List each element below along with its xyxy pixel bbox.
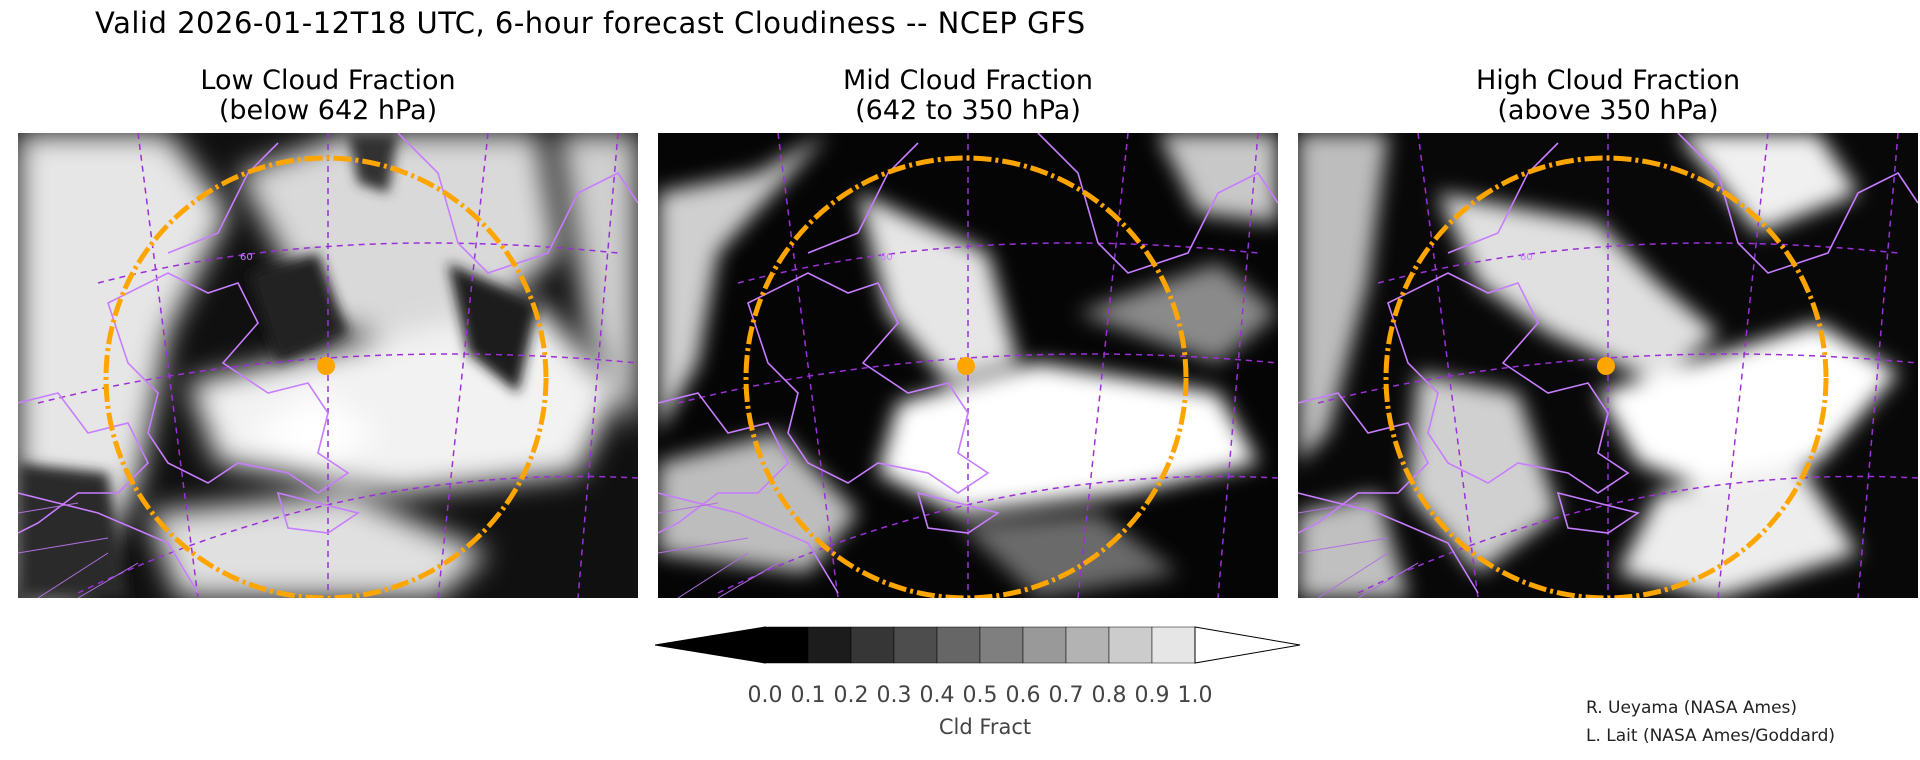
colorbar-swatch (807, 626, 852, 664)
colorbar-tick-label: 0.8 (1091, 683, 1127, 708)
panel-title-line1: High Cloud Fraction (1475, 65, 1741, 96)
colorbar-swatch (1151, 626, 1196, 664)
colorbar-min-arrow (654, 626, 766, 664)
colorbar-swatch (979, 626, 1024, 664)
lat-label: 60 (240, 252, 253, 263)
lat-label: 60 (880, 252, 893, 263)
colorbar-tick-label: 0.1 (790, 683, 826, 708)
colorbar-tick-label: 0.9 (1134, 683, 1170, 708)
colorbar-tick-label: 0.5 (962, 683, 998, 708)
map-mid-cloud: 60 (658, 133, 1278, 598)
colorbar (654, 625, 1305, 669)
colorbar-tick-label: 0.0 (747, 683, 783, 708)
colorbar-tick-label: 0.2 (833, 683, 869, 708)
main-title: Valid 2026-01-12T18 UTC, 6-hour forecast… (95, 6, 1086, 40)
map-high-cloud: 60 (1298, 133, 1918, 598)
panel-title-line1: Low Cloud Fraction (200, 65, 456, 96)
colorbar-max-arrow (1194, 626, 1301, 664)
colorbar-tick-label: 0.4 (919, 683, 955, 708)
colorbar-swatch (893, 626, 938, 664)
colorbar-tick-label: 1.0 (1177, 683, 1213, 708)
panel-title-low: Low Cloud Fraction (below 642 hPa) (18, 66, 638, 126)
panel-title-line2: (above 350 hPa) (1497, 95, 1719, 126)
panel-title-mid: Mid Cloud Fraction (642 to 350 hPa) (658, 66, 1278, 126)
colorbar-swatch (1108, 626, 1153, 664)
map-low-cloud: 60 (18, 133, 638, 598)
colorbar-swatch (850, 626, 895, 664)
colorbar-swatch (1022, 626, 1067, 664)
colorbar-tick-label: 0.3 (876, 683, 912, 708)
lat-label: 60 (1520, 252, 1533, 263)
panel-title-line1: Mid Cloud Fraction (842, 65, 1093, 96)
colorbar-swatch (936, 626, 981, 664)
panel-title-high: High Cloud Fraction (above 350 hPa) (1298, 66, 1918, 126)
colorbar-title: Cld Fract (938, 715, 1032, 739)
panel-title-line2: (642 to 350 hPa) (855, 95, 1081, 126)
colorbar-swatch (764, 626, 809, 664)
credit-line-1: R. Ueyama (NASA Ames) (1586, 698, 1798, 718)
credit-line-2: L. Lait (NASA Ames/Goddard) (1586, 726, 1835, 746)
colorbar-tick-label: 0.7 (1048, 683, 1084, 708)
colorbar-tick-label: 0.6 (1005, 683, 1041, 708)
colorbar-swatch (1065, 626, 1110, 664)
panel-title-line2: (below 642 hPa) (218, 95, 438, 126)
